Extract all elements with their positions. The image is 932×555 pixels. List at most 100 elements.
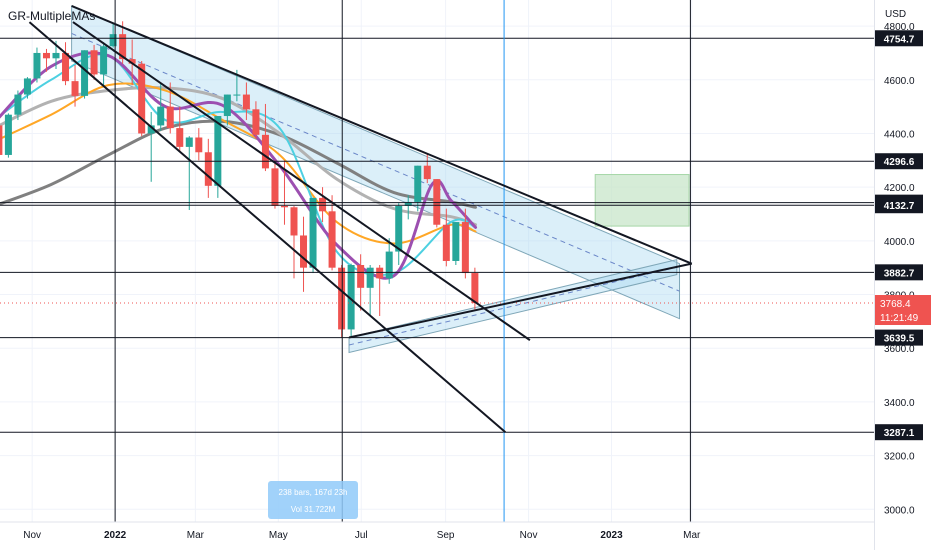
candle-body [204, 152, 212, 186]
channel-midline [348, 266, 677, 346]
measure-vol-text: Vol 31.722M [291, 505, 336, 514]
candle-body [452, 222, 460, 261]
countdown-label: 11:21:49 [880, 313, 919, 324]
candle-body [223, 94, 231, 117]
candle-body [119, 34, 127, 60]
y-tick-label: 4200.0 [884, 183, 915, 194]
candle-body [109, 34, 117, 47]
candle-body [261, 134, 269, 169]
measure-tooltip-box [268, 481, 358, 519]
candle-body [214, 116, 222, 186]
x-tick-label: Nov [520, 530, 538, 541]
x-tick-label: Sep [437, 530, 455, 541]
candle-body [90, 50, 98, 75]
price-level-tag [875, 424, 923, 441]
candle-body [81, 50, 89, 96]
x-tick-label: 2023 [600, 530, 623, 541]
price-level-label: 4296.6 [884, 157, 915, 168]
candle-body [338, 267, 346, 330]
y-tick-label: 4800.0 [884, 22, 915, 33]
candle-body [395, 205, 403, 252]
channel-box [348, 258, 678, 354]
candle-body [138, 63, 146, 134]
candle-body [357, 265, 365, 288]
y-tick-label: 4600.0 [884, 76, 915, 87]
candle-body [328, 211, 336, 268]
trendline [72, 21, 531, 341]
candle-body [347, 265, 355, 330]
price-level-label: 4132.7 [884, 201, 915, 212]
x-tick-label: Mar [683, 530, 701, 541]
drawing-lines [0, 0, 874, 522]
target-box [594, 174, 690, 227]
candle-body [252, 109, 260, 135]
candle-body [242, 94, 250, 110]
candle-body [23, 78, 31, 95]
y-tick-label: 3200.0 [884, 452, 915, 463]
candle-body [471, 273, 479, 304]
current-price-tag [875, 295, 931, 326]
trendline [28, 21, 507, 433]
candle-body [185, 137, 193, 147]
candle-body [33, 52, 41, 79]
price-level-label: 3287.1 [884, 428, 915, 439]
candlesticks [0, 21, 479, 338]
price-level-tag [875, 153, 923, 170]
indicator-title[interactable]: GR-MultipleMAs [8, 9, 96, 23]
candle-body [280, 205, 288, 208]
y-tick-label: 4000.0 [884, 237, 915, 248]
candle-body [461, 222, 469, 274]
candle-body [366, 267, 374, 288]
measure-bars-text: 238 bars, 167d 23h [279, 488, 348, 497]
candle-body [404, 201, 412, 206]
x-tick-label: May [269, 530, 288, 541]
price-level-label: 3639.5 [884, 334, 915, 345]
measure-tooltip: 238 bars, 167d 23h Vol 31.722M [268, 481, 358, 519]
y-tick-label: 3600.0 [884, 344, 915, 355]
x-tick-label: Jul [355, 530, 368, 541]
channel-midline [71, 33, 680, 292]
x-tick-label: Nov [23, 530, 41, 541]
y-tick-label: 4400.0 [884, 129, 915, 140]
x-tick-label: 2022 [104, 530, 127, 541]
candle-body [300, 235, 308, 268]
moving-average-line [0, 82, 477, 245]
price-level-label: 4754.7 [884, 34, 915, 45]
candle-body [309, 197, 317, 268]
price-level-tag [875, 329, 923, 346]
currency-label: USD [885, 9, 907, 20]
candle-body [271, 168, 279, 206]
price-level-tag [875, 264, 923, 281]
price-level-label: 3882.7 [884, 268, 915, 279]
candle-body [442, 224, 450, 261]
y-tick-label: 3400.0 [884, 398, 915, 409]
drawing-boxes [71, 5, 690, 354]
candle-body [14, 94, 22, 115]
candle-body [376, 267, 384, 279]
candle-body [290, 207, 298, 236]
current-price-label: 3768.4 [880, 299, 911, 310]
candle-body [4, 114, 12, 155]
candle-body [414, 165, 422, 202]
channel-box [71, 5, 681, 320]
candle-body [176, 128, 184, 147]
candle-body [233, 94, 241, 96]
moving-average-line [0, 119, 478, 209]
candle-body [433, 179, 441, 225]
x-tick-label: Mar [187, 530, 205, 541]
trendline [71, 5, 693, 265]
price-level-tag [875, 197, 923, 214]
candle-body [319, 197, 327, 212]
candle-body [0, 125, 3, 155]
candle-body [62, 52, 70, 82]
price-level-tag [875, 30, 923, 47]
candle-body [166, 106, 174, 129]
candle-body [128, 59, 136, 64]
candle-body [147, 125, 155, 134]
y-tick-label: 3000.0 [884, 505, 915, 516]
candle-body [195, 137, 203, 153]
candle-body [42, 52, 50, 59]
